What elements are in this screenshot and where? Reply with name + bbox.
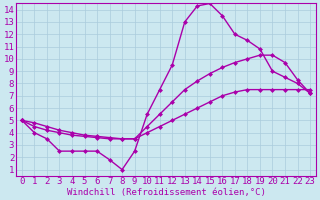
X-axis label: Windchill (Refroidissement éolien,°C): Windchill (Refroidissement éolien,°C) — [67, 188, 265, 197]
